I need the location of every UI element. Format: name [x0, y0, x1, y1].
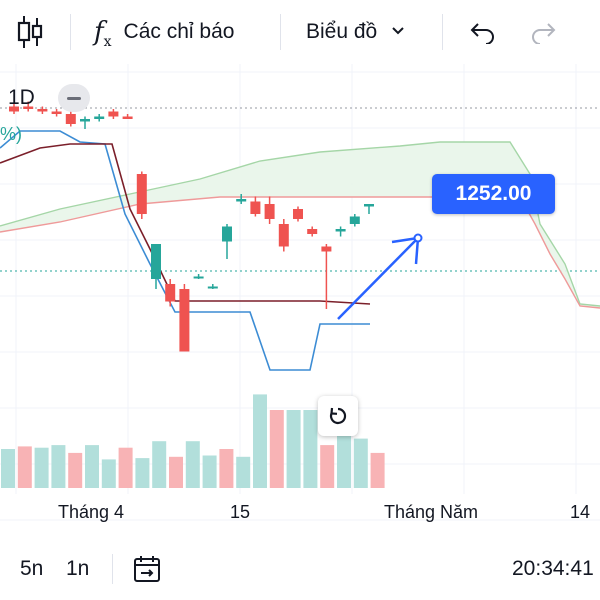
indicators-label: Các chỉ báo — [123, 20, 235, 43]
volume-bars — [1, 394, 385, 488]
candle-body — [108, 111, 119, 117]
candle-body — [278, 224, 289, 247]
collapse-legend-button[interactable] — [58, 84, 90, 112]
chart-type-button[interactable]: Biểu đồ — [306, 0, 405, 64]
base-line — [0, 130, 370, 371]
volume-bar — [303, 410, 318, 488]
volume-bar — [269, 410, 284, 488]
top-toolbar: fx Các chỉ báo Biểu đồ — [0, 0, 600, 64]
volume-bar — [135, 458, 150, 488]
x-axis-label: Tháng 4 — [58, 502, 125, 522]
chart-canvas[interactable] — [0, 64, 600, 538]
candle-body — [80, 119, 90, 122]
candle-body — [307, 229, 318, 234]
toolbar-divider — [280, 14, 281, 50]
candle-body — [250, 201, 261, 214]
candle-body — [9, 106, 19, 112]
chevron-down-icon — [391, 23, 405, 41]
candle-body — [193, 276, 204, 279]
candle-body — [51, 111, 62, 114]
volume-bar — [152, 441, 167, 488]
candle-body — [264, 204, 275, 219]
volume-bar — [320, 445, 335, 488]
volume-bar — [370, 452, 385, 488]
anchor-point — [413, 233, 423, 243]
candle-body — [165, 284, 176, 302]
volume-bar — [68, 452, 83, 488]
toolbar-divider — [442, 14, 443, 50]
minus-icon — [67, 96, 81, 100]
trend-arrow — [337, 233, 423, 320]
candle-body — [236, 199, 247, 202]
volume-bar — [202, 455, 217, 488]
ichimoku-cloud — [0, 141, 600, 309]
candle-body — [321, 246, 332, 252]
volume-bar — [353, 438, 368, 488]
volume-bar — [1, 449, 15, 488]
volume-bar — [219, 449, 234, 488]
indicator-lines — [0, 130, 371, 371]
volume-bar — [286, 410, 301, 488]
volume-bar — [51, 445, 66, 488]
candle-body — [151, 244, 161, 279]
range-1n-button[interactable]: 1n — [66, 557, 90, 580]
volume-bar — [236, 456, 251, 488]
goto-date-icon[interactable] — [132, 538, 164, 600]
chart-type-label: Biểu đồ — [306, 20, 378, 43]
volume-bar — [185, 441, 200, 488]
volume-bar — [34, 447, 49, 488]
candles-icon[interactable] — [16, 0, 44, 64]
candle-body — [122, 116, 133, 119]
indicators-button[interactable]: fx Các chỉ báo — [94, 0, 234, 64]
volume-bar — [85, 445, 99, 488]
fx-icon: fx — [94, 17, 112, 50]
reset-icon — [329, 407, 347, 425]
toolbar-divider — [112, 538, 113, 600]
redo-icon[interactable] — [530, 0, 558, 64]
interval-badge[interactable]: 1D — [8, 86, 35, 109]
candle-body — [349, 216, 360, 224]
bottom-toolbar: 5n 1n 20:34:41 — [0, 538, 600, 600]
reset-chart-button[interactable] — [318, 396, 358, 436]
range-5n-button[interactable]: 5n — [20, 557, 44, 580]
legend-percent: %) — [0, 124, 22, 144]
undo-icon[interactable] — [468, 0, 496, 64]
candle-body — [23, 106, 34, 109]
candle-body — [335, 229, 346, 232]
price-callout[interactable]: 1252.00 — [432, 174, 555, 214]
candlesticks — [9, 101, 374, 352]
x-axis-label: 14 — [570, 502, 591, 522]
candle-body — [222, 226, 232, 242]
candle-body — [207, 286, 218, 289]
volume-bar — [101, 459, 116, 488]
volume-bar — [17, 446, 32, 488]
candle-body — [37, 109, 48, 112]
volume-bar — [118, 447, 133, 488]
x-axis-label: Tháng Năm — [384, 502, 479, 522]
candle-body — [136, 174, 147, 214]
x-axis-label: 15 — [230, 502, 251, 522]
trend-line — [337, 237, 419, 320]
clock-time: 20:34:41 — [512, 557, 594, 580]
candle-body — [179, 289, 190, 352]
volume-bar — [253, 394, 267, 488]
candle-body — [364, 204, 374, 207]
volume-bar — [169, 456, 183, 488]
conversion-line — [0, 143, 371, 305]
candle-body — [65, 114, 76, 124]
candle-body — [293, 209, 303, 219]
toolbar-divider — [70, 14, 71, 50]
candle-body — [94, 116, 105, 119]
cloud-fill — [0, 142, 600, 308]
